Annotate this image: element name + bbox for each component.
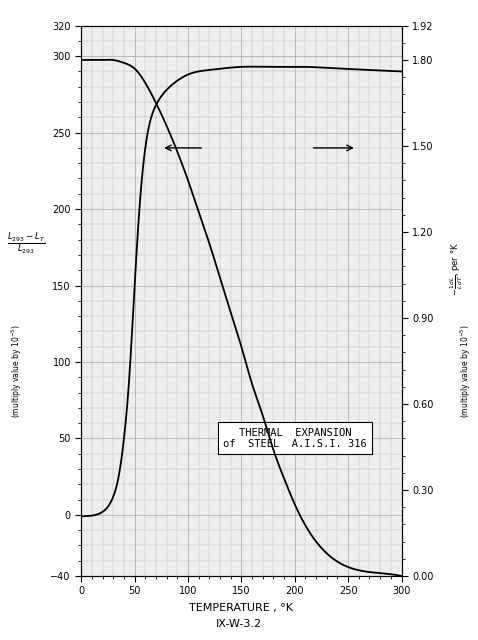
Text: $\frac{L_{293} - L_T}{L_{293}}$: $\frac{L_{293} - L_T}{L_{293}}$ [7,231,45,255]
Text: THERMAL  EXPANSION
of  STEEL  A.I.S.I. 316: THERMAL EXPANSION of STEEL A.I.S.I. 316 [223,428,367,449]
Text: (multiply value by 10$^{-5}$): (multiply value by 10$^{-5}$) [459,324,473,418]
X-axis label: TEMPERATURE , °K: TEMPERATURE , °K [189,604,293,613]
Text: IX-W-3.2: IX-W-3.2 [216,620,262,629]
Text: $-\frac{1}{L}\frac{dL}{dT}$, per $\degree$K: $-\frac{1}{L}\frac{dL}{dT}$, per $\degre… [448,242,465,296]
Text: (multiply value by 10$^{-5}$): (multiply value by 10$^{-5}$) [10,324,24,418]
